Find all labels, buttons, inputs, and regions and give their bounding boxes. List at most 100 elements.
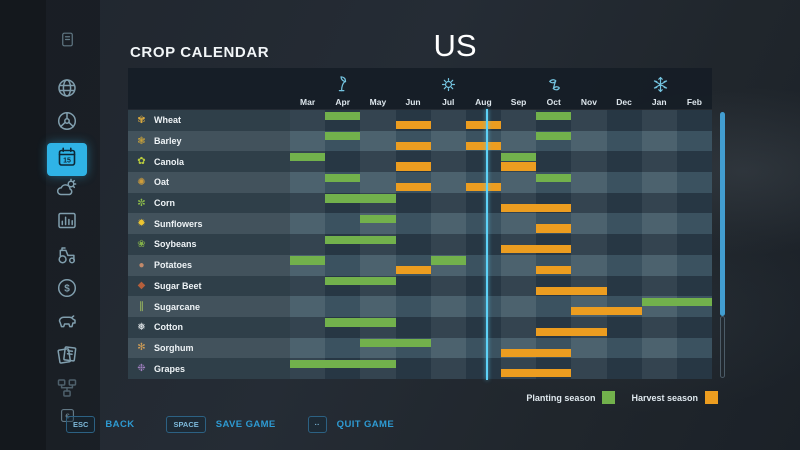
calendar-cell [465, 172, 501, 193]
scrollbar-track[interactable] [720, 316, 725, 378]
planting-bar [290, 256, 326, 265]
month-label-apr: Apr [335, 97, 351, 107]
calendar-cell [360, 337, 396, 359]
month-label-feb: Feb [686, 97, 702, 107]
planting-bar [641, 297, 677, 306]
crop-icon-corn: ✼ [137, 197, 146, 209]
sidebar-item-tractor[interactable] [53, 243, 81, 271]
month-label-oct: Oct [546, 97, 561, 107]
crop-icon-soybeans: ❀ [137, 238, 146, 250]
calendar-cell [290, 130, 326, 152]
crop-name: Cotton [154, 322, 183, 333]
calendar-cell [676, 192, 712, 214]
crop-name: Grapes [154, 363, 186, 374]
sidebar-item-map[interactable] [53, 76, 81, 104]
calendar-cell [606, 234, 642, 255]
sidebar-item-production[interactable] [53, 376, 81, 404]
calendar-cell [676, 316, 712, 338]
production-icon [55, 376, 79, 405]
keycap-back[interactable]: ESC [66, 416, 96, 433]
button-save-game[interactable]: SAVE GAME [215, 419, 276, 430]
calendar-cell [430, 275, 466, 297]
calendar-cell [465, 130, 501, 152]
harvest-legend-label: Harvest season [631, 392, 698, 403]
calendar-cell [465, 358, 501, 379]
calendar-cell [465, 192, 501, 214]
calendar-cell [571, 130, 607, 152]
calendar-cell [501, 172, 537, 193]
crop-icon-barley: ❃ [137, 135, 146, 147]
sidebar-item-statistics[interactable] [53, 209, 81, 237]
scrollbar-thumb[interactable] [720, 112, 725, 316]
calendar-cell [290, 234, 326, 255]
calendar-cell [395, 213, 431, 235]
calendar-cell [501, 316, 537, 338]
calendar-cell [641, 254, 677, 276]
crop-label-cell: ◆ Sugar Beet [128, 275, 290, 297]
calendar-cell [395, 254, 431, 276]
sidebar-item-notebook[interactable] [56, 31, 78, 53]
crop-row-sunflowers: ✹ Sunflowers [128, 213, 712, 235]
month-label-jan: Jan [651, 97, 667, 107]
calendar-cell [325, 151, 361, 173]
crop-label-cell: ✺ Oat [128, 172, 290, 193]
sidebar-item-animals[interactable] [53, 309, 81, 337]
calendar-cell [430, 213, 466, 235]
calendar-cell [536, 234, 572, 255]
contracts-icon [55, 343, 79, 372]
calendar-cell [290, 172, 326, 193]
keycap-save-game[interactable]: SPACE [166, 416, 206, 433]
sidebar-item-calendar[interactable]: 15 [47, 143, 87, 176]
calendar-cell [571, 172, 607, 193]
harvest-bar [395, 121, 431, 130]
keycap-quit-game[interactable]: ·· [307, 416, 327, 433]
calendar-cell [676, 337, 712, 359]
calendar-cell [360, 192, 396, 214]
calendar-cell [290, 213, 326, 235]
calendar-cell [501, 234, 537, 255]
calendar-cell [325, 213, 361, 235]
calendar-cell [571, 213, 607, 235]
planting-bar [325, 132, 361, 141]
harvest-bar [606, 307, 642, 316]
planting-bar [536, 173, 572, 182]
calendar-cell [430, 234, 466, 255]
crop-label-cell: ❀ Soybeans [128, 234, 290, 255]
harvest-bar [536, 327, 572, 337]
calendar-cell [325, 254, 361, 276]
sidebar-item-vehicle[interactable] [53, 109, 81, 137]
calendar-cell [395, 151, 431, 173]
month-label-may: May [369, 97, 387, 107]
calendar-cell [571, 254, 607, 276]
calendar-cell [465, 254, 501, 276]
calendar-cell [430, 151, 466, 173]
harvest-bar [465, 121, 501, 130]
harvest-bar [395, 265, 431, 274]
calendar-cell [430, 110, 466, 131]
calendar-cell [536, 275, 572, 297]
calendar-cell [676, 110, 712, 131]
animals-icon [55, 309, 79, 338]
calendar-cell [395, 192, 431, 214]
planting-bar [325, 359, 361, 369]
sidebar-item-contracts[interactable] [53, 343, 81, 371]
calendar-cell [641, 296, 677, 317]
month-label-jul: Jul [442, 97, 455, 107]
calendar-cell [290, 275, 326, 297]
calendar-cell [325, 337, 361, 359]
sidebar-item-weather[interactable] [53, 176, 81, 204]
finances-icon: $ [55, 276, 79, 305]
harvest-bar [395, 141, 431, 150]
sidebar-item-finances[interactable]: $ [53, 276, 81, 304]
calendar-cell [641, 234, 677, 255]
calendar-cell [641, 172, 677, 193]
crop-row-sorghum: ✻ Sorghum [128, 337, 712, 359]
crop-row-cotton: ❅ Cotton [128, 316, 712, 338]
button-back[interactable]: BACK [105, 419, 135, 430]
calendar-cell [536, 130, 572, 152]
legend: Planting season Harvest season [0, 391, 718, 404]
calendar-cell [395, 337, 431, 359]
button-quit-game[interactable]: QUIT GAME [336, 419, 395, 430]
planting-bar [290, 359, 326, 369]
calendar-cell [641, 110, 677, 131]
